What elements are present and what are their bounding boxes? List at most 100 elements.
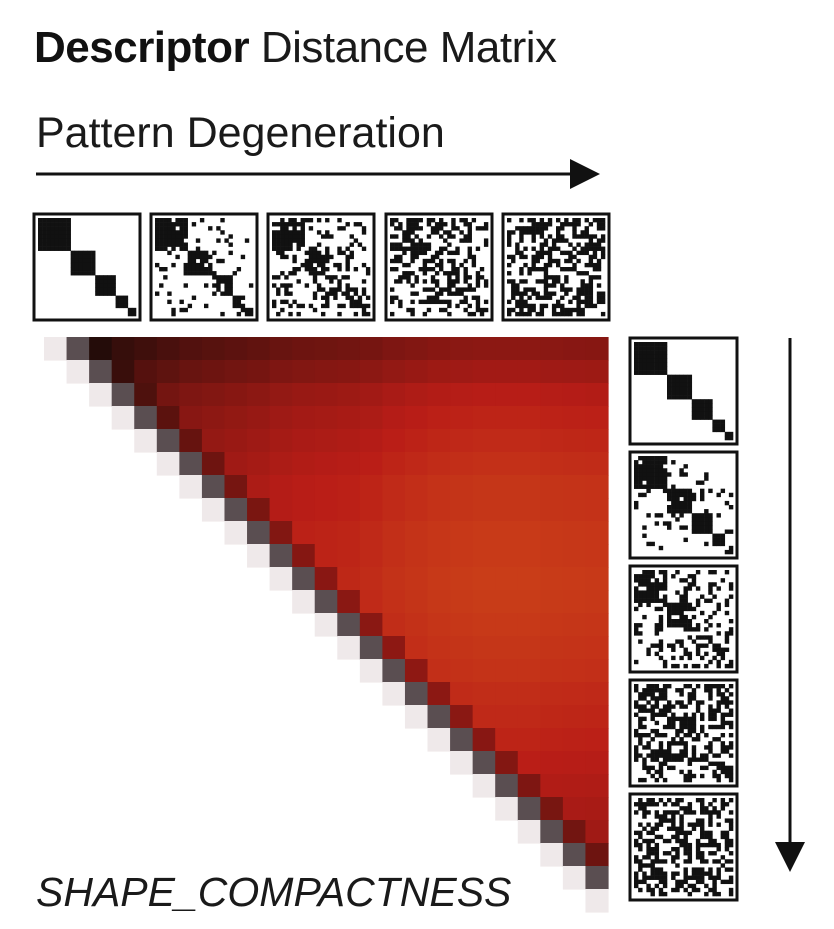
heatmap-cell <box>495 429 519 453</box>
heatmap-cell <box>314 337 338 361</box>
heatmap-cell <box>585 383 609 407</box>
heatmap-cell <box>224 337 248 361</box>
heatmap-cell <box>201 337 226 361</box>
heatmap-cell <box>179 337 203 361</box>
heatmap-cell <box>404 452 429 476</box>
heatmap-cell <box>517 544 541 568</box>
heatmap-cell <box>89 360 113 384</box>
heatmap-cell <box>337 406 361 430</box>
heatmap-cell <box>427 475 451 499</box>
heatmap-cell <box>314 613 338 637</box>
pattern-thumbnail <box>266 212 376 322</box>
heatmap-cell <box>517 429 541 453</box>
heatmap-cell <box>156 406 180 430</box>
heatmap-cell <box>427 567 451 591</box>
heatmap-cell <box>427 521 451 545</box>
heatmap-cell <box>495 751 519 775</box>
heatmap-cell <box>495 498 519 522</box>
heatmap-cell <box>292 406 316 430</box>
heatmap-cell <box>427 728 451 752</box>
heatmap-cell <box>247 521 271 545</box>
heatmap-cell <box>562 567 587 591</box>
heatmap-cell <box>585 567 609 591</box>
heatmap-cell <box>337 337 361 361</box>
heatmap-cell <box>562 866 587 890</box>
heatmap-cell <box>495 636 519 660</box>
heatmap-cell <box>224 521 248 545</box>
heatmap-cell <box>427 383 451 407</box>
heatmap-cell <box>495 728 519 752</box>
heatmap-cell <box>224 383 248 407</box>
heatmap-cell <box>585 613 609 637</box>
heatmap-cell <box>540 521 564 545</box>
heatmap-cell <box>450 337 474 361</box>
heatmap-cell <box>540 728 564 752</box>
pattern-thumbnail <box>628 564 739 674</box>
heatmap-cell <box>472 774 496 798</box>
heatmap-cell <box>450 544 474 568</box>
heatmap-cell <box>111 383 135 407</box>
heatmap-cell <box>517 406 541 430</box>
heatmap-cell <box>382 590 406 614</box>
heatmap-cell <box>495 475 519 499</box>
heatmap-cell <box>382 659 406 683</box>
heatmap-cell <box>585 360 609 384</box>
heatmap-cell <box>562 705 587 729</box>
heatmap-cell <box>134 383 158 407</box>
heatmap-cell <box>382 544 406 568</box>
title-rest: Distance Matrix <box>260 23 557 72</box>
heatmap-cell <box>540 360 564 384</box>
heatmap-cell <box>450 360 474 384</box>
heatmap-cell <box>382 383 406 407</box>
heatmap-cell <box>585 843 609 867</box>
heatmap-cell <box>427 613 451 637</box>
heatmap-cell <box>404 498 429 522</box>
heatmap-cell <box>450 452 474 476</box>
heatmap-cell <box>472 360 496 384</box>
heatmap-cell <box>404 544 429 568</box>
heatmap-cell <box>179 475 203 499</box>
heatmap-cell <box>269 429 293 453</box>
heatmap-cell <box>450 475 474 499</box>
heatmap-cell <box>517 659 541 683</box>
heatmap-cell <box>450 636 474 660</box>
heatmap-cell <box>156 360 180 384</box>
heatmap-cell <box>450 498 474 522</box>
heatmap-cell <box>404 475 429 499</box>
heatmap-cell <box>562 682 587 706</box>
heatmap-cell <box>314 360 338 384</box>
heatmap-cell <box>359 360 383 384</box>
heatmap-cell <box>472 406 496 430</box>
heatmap-cell <box>585 521 609 545</box>
heatmap-cell <box>404 613 429 637</box>
heatmap-cell <box>292 590 316 614</box>
heatmap-cell <box>585 475 609 499</box>
heatmap-cell <box>450 406 474 430</box>
heatmap-cell <box>472 567 496 591</box>
heatmap-cell <box>404 360 429 384</box>
heatmap-cell <box>472 728 496 752</box>
heatmap-cell <box>472 383 496 407</box>
heatmap-cell <box>179 383 203 407</box>
heatmap-cell <box>472 544 496 568</box>
heatmap-cell <box>404 636 429 660</box>
heatmap-cell <box>224 429 248 453</box>
heatmap-cell <box>585 429 609 453</box>
heatmap-cell <box>314 544 338 568</box>
heatmap-cell <box>292 452 316 476</box>
heatmap-cell <box>292 429 316 453</box>
heatmap-cell <box>540 820 564 844</box>
heatmap-cell <box>337 613 361 637</box>
heatmap-cell <box>562 820 587 844</box>
heatmap-cell <box>495 521 519 545</box>
heatmap-cell <box>517 475 541 499</box>
heatmap-cell <box>427 360 451 384</box>
heatmap-cell <box>337 429 361 453</box>
heatmap-cell <box>404 567 429 591</box>
heatmap-cell <box>201 429 226 453</box>
heatmap-cell <box>585 659 609 683</box>
heatmap-cell <box>269 406 293 430</box>
heatmap-cell <box>314 383 338 407</box>
heatmap-cell <box>382 636 406 660</box>
heatmap-cell <box>269 521 293 545</box>
